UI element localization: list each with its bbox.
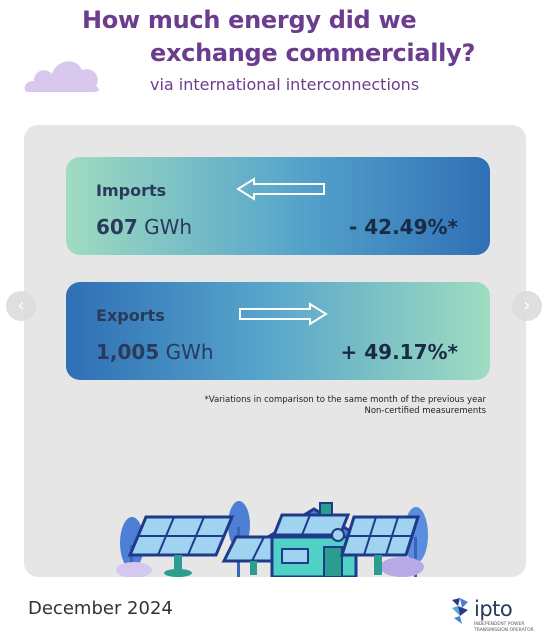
solar-house-illustration	[116, 501, 428, 577]
left-arrow-icon	[236, 177, 325, 201]
content-panel: Imports 607 GWh - 42.49%* Exports 1,005 …	[24, 125, 526, 577]
page-subtitle: via international interconnections	[150, 75, 420, 94]
carousel-next-button[interactable]: ›	[512, 291, 542, 321]
chevron-left-icon: ‹	[17, 295, 25, 316]
exports-amount: 1,005	[96, 340, 160, 364]
imports-unit: GWh	[144, 215, 193, 239]
imports-card: Imports 607 GWh - 42.49%*	[66, 157, 490, 255]
logo-subtitle: Independent Power Transmission Operator	[474, 622, 534, 633]
exports-change: + 49.17%*	[340, 340, 458, 364]
exports-value: 1,005 GWh	[96, 340, 214, 364]
footnote-variation: *Variations in comparison to the same mo…	[204, 395, 486, 405]
report-date: December 2024	[28, 598, 173, 619]
logo-wordmark: ipto	[474, 597, 513, 621]
footnote-measurement: Non-certified measurements	[364, 406, 486, 416]
exports-label: Exports	[96, 306, 165, 325]
exports-card: Exports 1,005 GWh + 49.17%*	[66, 282, 490, 380]
imports-label: Imports	[96, 181, 167, 200]
footnote: *Variations in comparison to the same mo…	[205, 395, 486, 417]
chevron-right-icon: ›	[523, 295, 531, 316]
imports-amount: 607	[96, 215, 138, 239]
ipto-logo-icon	[452, 598, 468, 624]
cloud-icon	[24, 61, 99, 92]
exports-unit: GWh	[165, 340, 214, 364]
imports-change: - 42.49%*	[348, 215, 458, 239]
page-title: How much energy did we exchange commerci…	[82, 4, 522, 70]
imports-value: 607 GWh	[96, 215, 192, 239]
right-arrow-icon	[239, 302, 328, 326]
title-line-1: How much energy did we	[82, 6, 417, 34]
title-line-2: exchange commercially?	[150, 39, 476, 67]
carousel-prev-button[interactable]: ‹	[6, 291, 36, 321]
